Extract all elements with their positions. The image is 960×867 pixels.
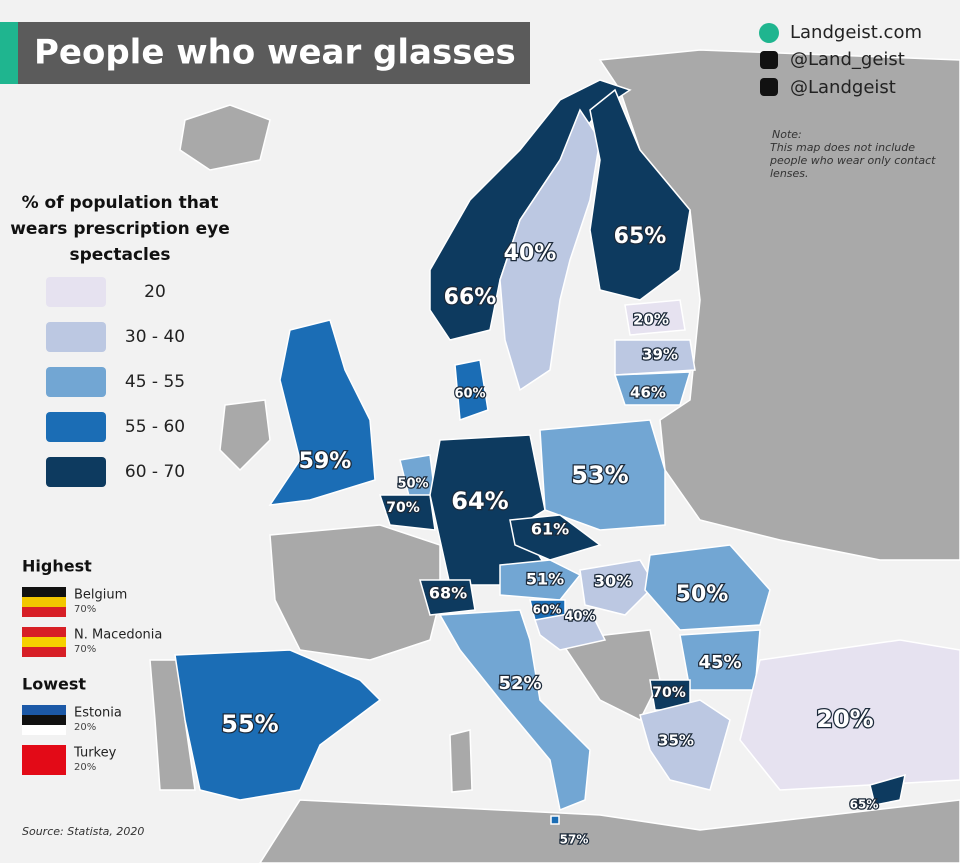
country-name: Estonia (74, 706, 122, 721)
legend-swatch (46, 457, 106, 487)
country-label: 20% (816, 705, 873, 733)
legend-label: 45 - 55 (125, 372, 185, 392)
flag (22, 637, 66, 647)
country (644, 544, 771, 631)
country (614, 339, 696, 376)
social-link[interactable]: @Land_geist (790, 49, 905, 70)
flag (22, 755, 66, 765)
country-label: 59% (299, 449, 352, 474)
icon (760, 51, 778, 69)
country-label: 46% (630, 384, 666, 402)
social: Landgeist.com @Land_geist @Landgeist (759, 22, 922, 98)
legend-swatch (46, 277, 106, 307)
country (539, 419, 666, 531)
flag (22, 745, 66, 755)
other-land (149, 49, 960, 864)
country (534, 609, 607, 651)
country (499, 559, 582, 601)
country-label: 65% (614, 224, 667, 249)
icon (759, 23, 779, 43)
country-label: 60% (533, 603, 562, 617)
country (419, 579, 476, 616)
country (438, 609, 591, 812)
icon (760, 78, 778, 96)
country-label: 61% (531, 520, 569, 539)
country-value: 70% (74, 604, 96, 615)
country-name: N. Macedonia (74, 628, 162, 643)
flag (22, 765, 66, 775)
country-label: 64% (451, 487, 508, 515)
country-label: 51% (526, 570, 564, 589)
country-label: 53% (571, 461, 628, 489)
flag (22, 627, 66, 637)
country-name: Turkey (73, 746, 117, 761)
title-accent (0, 22, 18, 84)
country (499, 108, 601, 392)
country-label: 30% (594, 572, 632, 591)
country (174, 649, 382, 801)
country-label: 60% (454, 387, 485, 402)
country-label: 65% (850, 798, 879, 812)
social-link[interactable]: Landgeist.com (790, 22, 922, 43)
flag (22, 705, 66, 715)
country (509, 514, 602, 561)
note-box: This map does not include people who wea… (770, 141, 936, 180)
country-label: 39% (642, 346, 678, 364)
legend-label: 30 - 40 (125, 327, 185, 347)
country (613, 371, 692, 406)
note-text: This map does not include people who wea… (770, 141, 936, 180)
country (268, 319, 376, 506)
country-value: 20% (74, 762, 96, 773)
country (454, 359, 489, 422)
country (550, 815, 560, 825)
country-label: 40% (564, 610, 595, 625)
flag (22, 715, 66, 725)
country (639, 699, 731, 791)
country-label: 40% (504, 241, 557, 266)
legend-label: 20 (144, 282, 166, 302)
legend-swatch (46, 322, 106, 352)
title-bar (18, 22, 530, 84)
country-label: 70% (386, 500, 420, 516)
country-label: 50% (676, 582, 729, 607)
country (624, 299, 686, 336)
source: Source: Statista, 2020 (22, 825, 144, 838)
country (739, 639, 960, 791)
flag (22, 597, 66, 607)
country-label: 52% (498, 673, 541, 694)
country-label: 35% (658, 732, 694, 750)
country-label: 55% (221, 710, 278, 738)
social-link[interactable]: @Landgeist (790, 77, 896, 98)
country-label: 66% (444, 285, 497, 310)
flag (22, 587, 66, 597)
note-title: Note: (772, 128, 802, 141)
flag (22, 725, 66, 735)
country-label: 68% (429, 584, 467, 603)
country (579, 559, 656, 616)
legend-label: 55 - 60 (125, 417, 185, 437)
legend-title-box: % of population that wears prescription … (10, 193, 230, 265)
group-title: Lowest (22, 675, 86, 694)
country (869, 773, 906, 806)
country (589, 88, 691, 301)
country-label: 20% (633, 311, 669, 329)
flag (22, 607, 66, 617)
country-name: Belgium (74, 588, 127, 603)
country-label: 57% (560, 833, 589, 847)
group-title: Highest (22, 557, 92, 576)
country-label: 70% (652, 685, 686, 701)
country (378, 494, 436, 531)
legend-swatch (46, 412, 106, 442)
title: People who wear glasses (34, 33, 516, 73)
country-label: 50% (397, 477, 428, 492)
country-label: 45% (698, 652, 741, 673)
legend-title: % of population that wears prescription … (10, 193, 230, 265)
flag (22, 647, 66, 657)
country-value: 20% (74, 722, 96, 733)
legend-swatch (46, 367, 106, 397)
legend-label: 60 - 70 (125, 462, 185, 482)
country-value: 70% (74, 644, 96, 655)
